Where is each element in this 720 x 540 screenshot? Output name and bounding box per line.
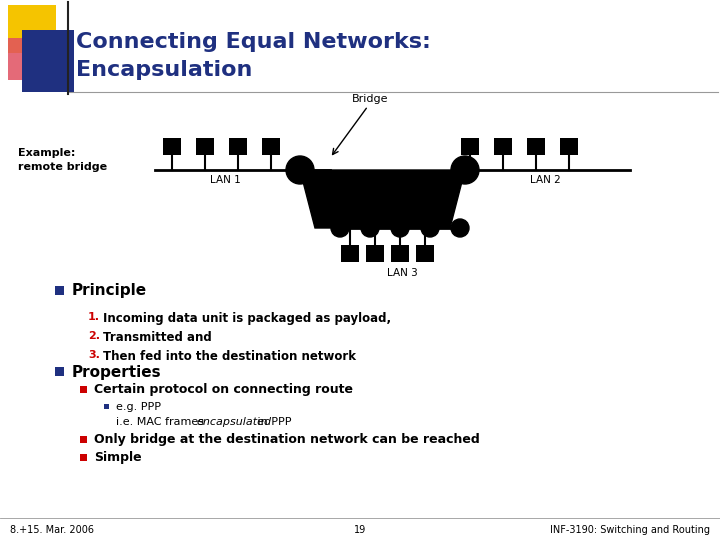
Text: Then fed into the destination network: Then fed into the destination network bbox=[103, 350, 356, 363]
Bar bbox=[527, 138, 545, 155]
Text: INF-3190: Switching and Routing: INF-3190: Switching and Routing bbox=[550, 525, 710, 535]
Text: Encapsulation: Encapsulation bbox=[76, 60, 253, 80]
Text: Only bridge at the destination network can be reached: Only bridge at the destination network c… bbox=[94, 434, 480, 447]
Circle shape bbox=[421, 219, 439, 237]
Circle shape bbox=[286, 156, 314, 184]
Text: Bridge: Bridge bbox=[352, 94, 388, 104]
Bar bbox=[80, 436, 87, 443]
Circle shape bbox=[331, 219, 349, 237]
Bar bbox=[80, 386, 87, 393]
Text: Simple: Simple bbox=[94, 451, 142, 464]
Text: 3.: 3. bbox=[88, 350, 100, 360]
Bar bbox=[560, 138, 578, 155]
Text: e.g. PPP: e.g. PPP bbox=[116, 402, 161, 412]
Bar bbox=[55, 286, 64, 295]
Bar bbox=[366, 245, 384, 262]
Text: Transmitted and: Transmitted and bbox=[103, 331, 212, 344]
Circle shape bbox=[451, 219, 469, 237]
Bar bbox=[262, 138, 280, 155]
Bar bbox=[494, 138, 512, 155]
Text: encapsulated: encapsulated bbox=[196, 417, 271, 427]
Text: Properties: Properties bbox=[72, 364, 161, 380]
Circle shape bbox=[451, 156, 479, 184]
Bar bbox=[196, 138, 214, 155]
Bar bbox=[341, 245, 359, 262]
Polygon shape bbox=[300, 170, 465, 228]
Text: 19: 19 bbox=[354, 525, 366, 535]
Text: 8.+15. Mar. 2006: 8.+15. Mar. 2006 bbox=[10, 525, 94, 535]
Bar bbox=[391, 245, 409, 262]
Text: 2.: 2. bbox=[88, 331, 100, 341]
Bar bbox=[55, 367, 64, 376]
Text: Principle: Principle bbox=[72, 284, 147, 299]
Bar bbox=[104, 404, 109, 409]
Bar bbox=[8, 38, 50, 80]
Text: Certain protocol on connecting route: Certain protocol on connecting route bbox=[94, 383, 353, 396]
Bar bbox=[229, 138, 247, 155]
Bar bbox=[163, 138, 181, 155]
Bar bbox=[8, 5, 56, 53]
Text: Incoming data unit is packaged as payload,: Incoming data unit is packaged as payloa… bbox=[103, 312, 391, 325]
Text: 1.: 1. bbox=[88, 312, 100, 322]
Circle shape bbox=[361, 219, 379, 237]
Text: LAN 1: LAN 1 bbox=[210, 175, 240, 185]
Text: in PPP: in PPP bbox=[254, 417, 292, 427]
Text: Example:
remote bridge: Example: remote bridge bbox=[18, 148, 107, 172]
Circle shape bbox=[391, 219, 409, 237]
Bar bbox=[416, 245, 434, 262]
Text: LAN 2: LAN 2 bbox=[530, 175, 560, 185]
Text: i.e. MAC frames: i.e. MAC frames bbox=[116, 417, 207, 427]
Bar bbox=[22, 30, 74, 92]
Bar bbox=[461, 138, 479, 155]
Text: Connecting Equal Networks:: Connecting Equal Networks: bbox=[76, 32, 431, 52]
Bar bbox=[80, 454, 87, 461]
Text: LAN 3: LAN 3 bbox=[387, 268, 418, 278]
